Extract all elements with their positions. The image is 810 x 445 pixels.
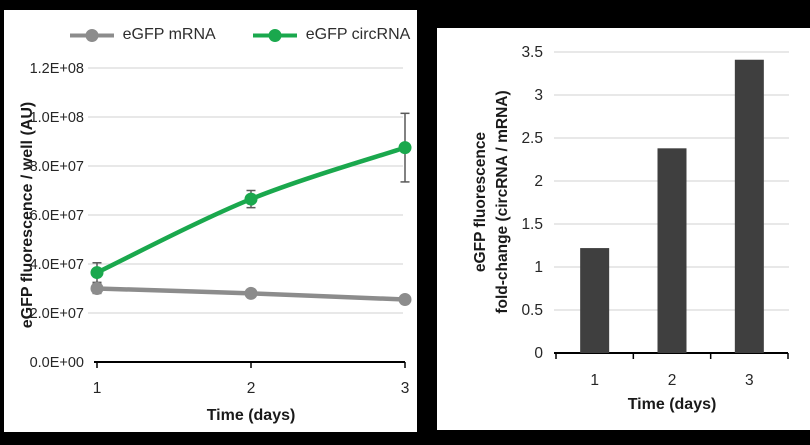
- y-tick-label: 4.0E+07: [30, 257, 84, 273]
- legend-item-circrna: eGFP circRNA: [252, 26, 411, 44]
- data-point-marker: [90, 282, 104, 295]
- line-marker-icon: [69, 28, 114, 42]
- data-point-marker: [90, 266, 104, 280]
- line-chart-panel: eGFP mRNA eGFP circRNA eGFP fluorescence…: [4, 10, 417, 432]
- y-tick-label: 1: [534, 259, 543, 276]
- legend-item-mrna: eGFP mRNA: [69, 26, 216, 44]
- data-point-marker: [398, 141, 412, 155]
- y-tick-label: 6.0E+07: [30, 208, 84, 224]
- x-tick-label: 2: [668, 372, 677, 389]
- line-chart: 0.0E+00 2.0E+07 4.0E+07 6.0E+07 8.0E+07 1.0E+…: [30, 61, 412, 397]
- legend-label-circrna: eGFP circRNA: [305, 26, 411, 43]
- y-tick-label: 0.0E+00: [30, 355, 84, 371]
- y-tick-label: 2.0E+07: [30, 306, 84, 322]
- x-tick-label: 1: [93, 380, 102, 397]
- legend-label-mrna: eGFP mRNA: [122, 26, 216, 43]
- data-point-marker: [244, 192, 258, 206]
- x-tick-label: 1: [590, 372, 599, 389]
- y-tick-label: 0: [534, 345, 543, 362]
- chart-legend: eGFP mRNA eGFP circRNA: [62, 23, 417, 47]
- bar-chart-panel: eGFP fluorescence fold-change (circRNA /…: [437, 28, 810, 430]
- bar: [657, 148, 687, 353]
- x-tick-label: 3: [745, 372, 754, 389]
- y-tick-label: 1.0E+08: [30, 110, 84, 126]
- x-tick-label: 2: [247, 380, 256, 397]
- bar: [580, 248, 610, 353]
- right-x-axis-title: Time (days): [627, 396, 717, 413]
- line-marker-icon: [252, 28, 297, 42]
- y-tick-label: 3: [534, 87, 543, 104]
- y-tick-label: 0.5: [521, 302, 543, 319]
- y-tick-label: 2: [534, 173, 543, 190]
- bar: [734, 59, 764, 354]
- y-tick-label: 1.2E+08: [30, 61, 84, 77]
- y-tick-label: 8.0E+07: [30, 159, 84, 175]
- y-tick-label: 2.5: [521, 130, 543, 147]
- data-point-marker: [244, 286, 258, 300]
- left-x-axis-title: Time (days): [206, 407, 296, 424]
- y-tick-label: 1.5: [521, 216, 543, 233]
- y-tick-label: 3.5: [521, 44, 543, 61]
- data-point-marker: [398, 293, 412, 307]
- x-tick-label: 3: [401, 380, 410, 397]
- bar-chart: 0 0.5 1 1.5 2 2.5 3 3.5 1 2 3: [521, 44, 789, 389]
